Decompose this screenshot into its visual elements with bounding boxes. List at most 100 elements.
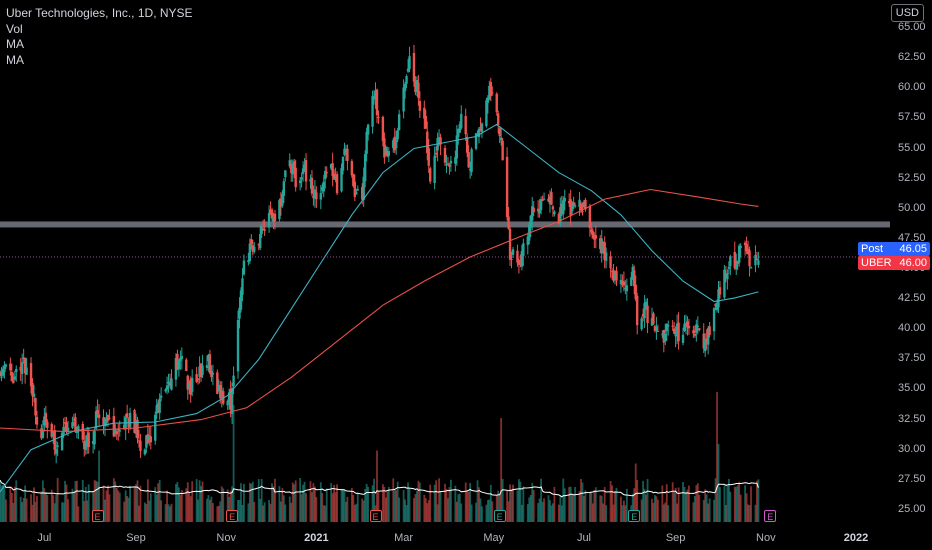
candle-body xyxy=(134,423,138,434)
volume-bar xyxy=(62,502,65,522)
candle-body xyxy=(738,245,741,263)
volume-bar xyxy=(2,484,4,522)
volume-bar xyxy=(30,494,32,522)
volume-bar xyxy=(423,494,426,522)
candle-body xyxy=(581,210,584,212)
earnings-marker-icon[interactable]: E xyxy=(226,510,239,522)
candle-body xyxy=(396,130,399,140)
volume-bar xyxy=(553,486,556,522)
earnings-marker-icon[interactable]: E xyxy=(628,510,641,522)
candle-body xyxy=(344,149,348,152)
volume-bar xyxy=(439,491,442,522)
candle-body xyxy=(257,244,260,246)
legend-ma-slow[interactable]: MA xyxy=(6,52,24,67)
legend-volume[interactable]: Vol xyxy=(6,21,23,36)
candle-body xyxy=(671,325,674,327)
earnings-marker-icon[interactable]: E xyxy=(91,510,104,522)
volume-bar xyxy=(748,505,751,522)
volume-bar xyxy=(65,484,68,522)
volume-bar xyxy=(382,484,384,522)
volume-bar xyxy=(175,484,177,522)
candle-body xyxy=(15,368,18,373)
volume-bar xyxy=(754,504,757,522)
candle-body xyxy=(174,358,178,380)
candle-body xyxy=(517,260,521,265)
volume-bar xyxy=(371,485,374,522)
volume-bar xyxy=(83,501,86,522)
volume-bar xyxy=(444,483,446,522)
earnings-marker-icon[interactable]: E xyxy=(493,510,506,522)
y-tick-label: 65.00 xyxy=(898,21,926,34)
volume-bar xyxy=(12,502,15,522)
volume-bar xyxy=(568,487,571,522)
volume-bar xyxy=(56,477,59,522)
volume-bar xyxy=(640,499,643,522)
volume-bar xyxy=(416,490,418,522)
candle-body xyxy=(650,317,654,326)
x-tick-label: Sep xyxy=(665,532,686,544)
volume-bar xyxy=(0,480,1,522)
candle-body xyxy=(321,187,324,191)
volume-bar xyxy=(424,498,427,522)
y-tick-label: 37.50 xyxy=(898,352,926,365)
candle-body xyxy=(603,242,606,260)
volume-bar xyxy=(319,482,322,522)
candle-body xyxy=(445,164,448,166)
candle-body xyxy=(746,248,750,255)
candle-body xyxy=(29,363,33,387)
volume-bar xyxy=(345,501,347,522)
volume-bar xyxy=(269,503,272,522)
volume-bar xyxy=(343,489,346,522)
volume-bar xyxy=(733,486,736,522)
candle-body xyxy=(261,228,265,230)
volume-bar xyxy=(127,497,130,522)
earnings-marker-icon[interactable]: E xyxy=(764,510,777,522)
candle-body xyxy=(531,206,534,221)
legend-title: Uber Technologies, Inc., 1D, NYSE xyxy=(6,6,193,20)
candle-body xyxy=(125,413,129,418)
candle-body xyxy=(72,419,76,421)
x-tick-label: Jul xyxy=(576,532,591,544)
volume-bar xyxy=(281,487,284,522)
candle-body xyxy=(149,436,152,443)
volume-bar xyxy=(719,487,721,522)
candle-body xyxy=(563,197,566,202)
volume-bar xyxy=(550,505,553,522)
earnings-marker-icon[interactable]: E xyxy=(369,510,382,522)
candle-body xyxy=(310,177,314,194)
candle-body xyxy=(573,205,577,207)
candle-body xyxy=(334,176,337,180)
volume-bar xyxy=(714,478,717,522)
candle-body xyxy=(599,238,602,249)
volume-bar xyxy=(455,501,458,522)
candle-body xyxy=(653,326,657,331)
volume-bar xyxy=(405,505,408,522)
volume-bar xyxy=(654,495,656,522)
volume-bar xyxy=(314,486,316,522)
candle-body xyxy=(467,151,470,168)
candle-body xyxy=(222,391,225,404)
volume-bar xyxy=(497,490,500,522)
candle-body xyxy=(675,323,679,336)
volume-bar xyxy=(179,494,182,522)
legend-ma-fast[interactable]: MA xyxy=(6,37,24,51)
candle-body xyxy=(177,359,181,370)
volume-bar xyxy=(735,486,738,522)
volume-bar xyxy=(367,486,370,522)
candle-body xyxy=(115,431,118,435)
volume-bar xyxy=(143,502,146,522)
chart-legend: Uber Technologies, Inc., 1D, NYSE Vol MA… xyxy=(6,6,193,68)
candle-body xyxy=(718,287,722,295)
candle-body xyxy=(282,181,286,196)
volume-bar xyxy=(569,486,572,522)
candle-body xyxy=(476,133,479,136)
candle-body xyxy=(205,365,209,368)
currency-button[interactable]: USD xyxy=(890,4,924,22)
volume-bar xyxy=(518,479,520,522)
volume-bar xyxy=(250,483,253,522)
candle-body xyxy=(190,377,194,392)
volume-bar xyxy=(588,492,591,522)
volume-bar xyxy=(402,490,405,522)
candle-body xyxy=(303,164,306,172)
